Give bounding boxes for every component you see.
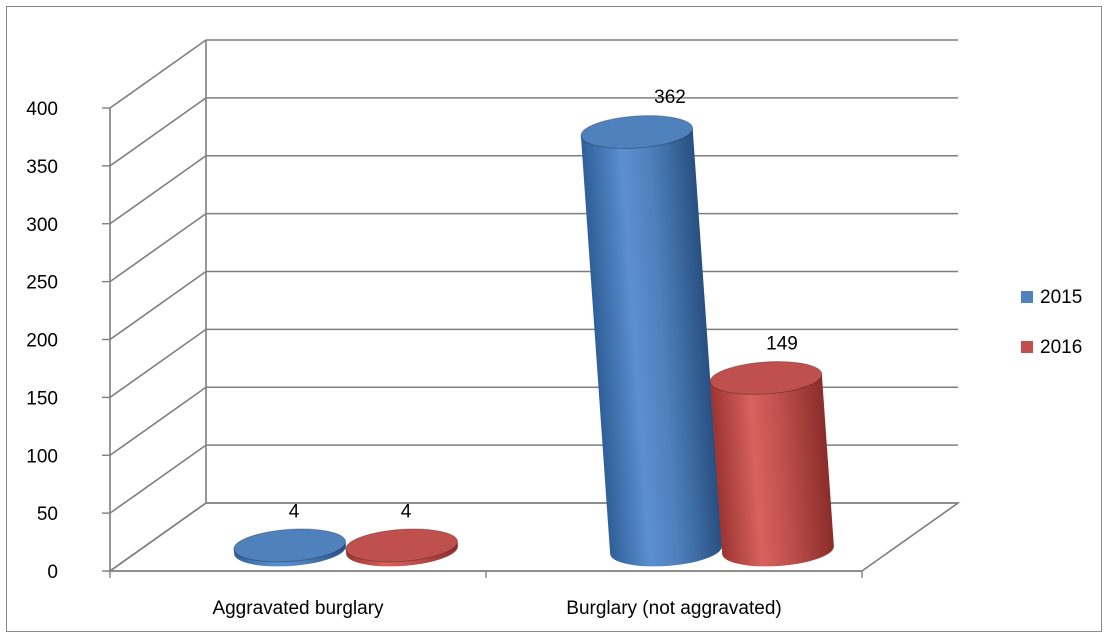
data-label: 4 [289,501,300,522]
x-category-label: Aggravated burglary [212,598,384,619]
gridline-wall [109,386,207,456]
chart-walls [107,39,961,572]
bar-top-series-2 [345,528,459,563]
legend-label: 2016 [1040,337,1082,358]
y-tick-label: 50 [37,504,58,525]
gridline-wall [109,39,207,109]
bar-top-series-1 [233,528,347,563]
bar-top-series-1 [580,115,694,149]
gridline-wall [109,212,207,283]
legend-swatch [1021,291,1033,303]
y-axis: 0 50 100 150 200 250 300 350 400 [26,99,111,583]
bar-series-1 [580,128,722,567]
legend-label: 2015 [1040,287,1082,308]
gridline-wall [109,444,207,514]
x-category-label: Burglary (not aggravated) [566,598,781,619]
gridline-wall [109,97,207,167]
gridline-wall [109,270,207,341]
bar-series-2 [710,374,834,567]
gridline-wall [109,155,207,225]
legend: 2015 2016 [1021,287,1082,358]
data-labels: 4 4 362 149 [289,87,798,522]
y-tick-label: 250 [26,273,58,294]
data-label: 149 [766,334,798,355]
data-label: 362 [654,87,686,108]
y-tick-label: 200 [26,331,58,352]
gridline-wall [109,328,207,399]
gridline-wall [109,502,207,572]
y-tick-label: 0 [47,562,58,583]
y-tick-label: 100 [26,446,58,467]
data-label: 4 [401,501,412,522]
y-tick-label: 150 [26,388,58,409]
y-tick-label: 350 [26,157,58,178]
bar-top-series-2 [709,361,823,395]
y-tick-label: 400 [26,99,58,120]
y-tick-label: 300 [26,215,58,236]
legend-swatch [1021,341,1033,353]
x-axis: Aggravated burglary Burglary (not aggrava… [109,570,863,619]
bars [233,115,834,567]
